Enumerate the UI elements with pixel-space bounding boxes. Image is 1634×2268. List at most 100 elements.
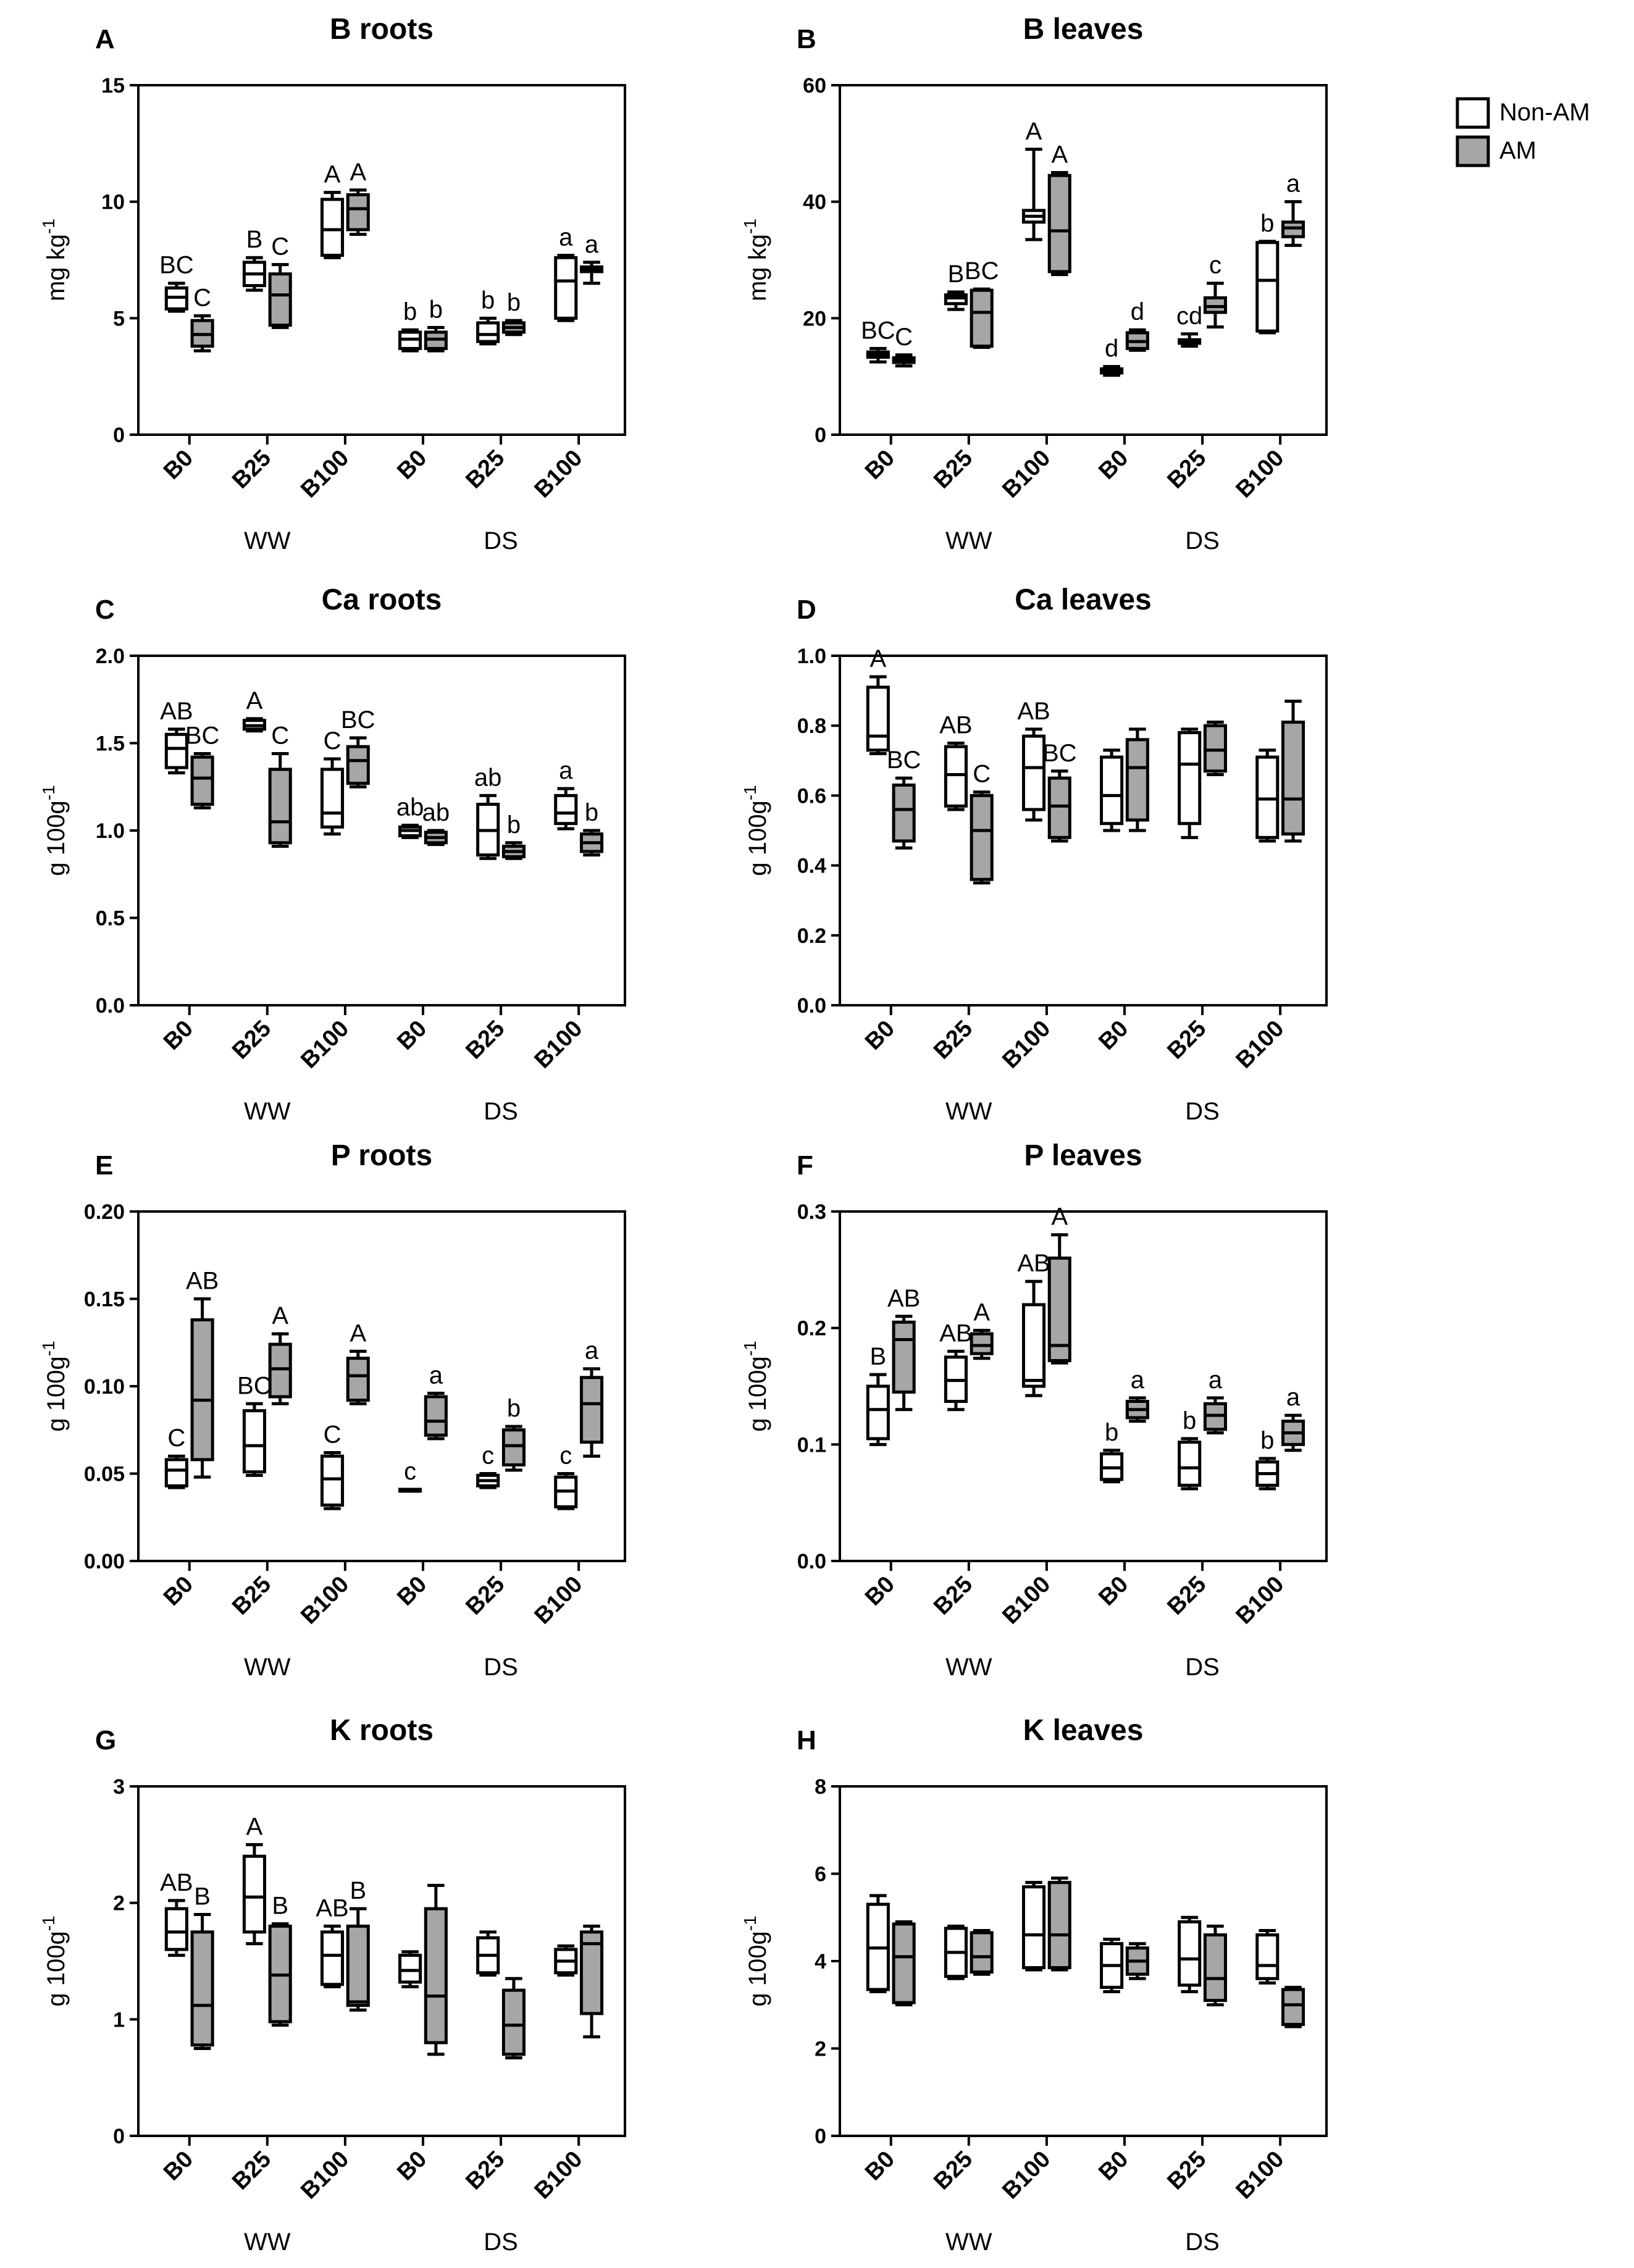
box-iqr — [346, 745, 370, 785]
panel-c-box-non-am: AB — [160, 698, 193, 775]
panel-c-group-label: WW — [244, 1098, 291, 1125]
panel-d-ytick-label: 0.6 — [797, 784, 826, 808]
panel-h-box-non-am — [1178, 1915, 1202, 1994]
panel-c-ytick-label: 2.0 — [96, 645, 125, 668]
panel-f-box-am: A — [970, 1299, 994, 1360]
panel-f-category-label: B25 — [929, 1571, 978, 1620]
panel-e-box-am: AB — [186, 1268, 219, 1479]
panel-e-group-label: WW — [244, 1654, 291, 1681]
panel-c-box-non-am: C — [320, 727, 345, 836]
panel-e-ytick-label: 0.10 — [84, 1375, 125, 1399]
legend-label-non-am: Non-AM — [1499, 99, 1590, 126]
panel-a-category-label: B0 — [392, 445, 432, 485]
panel-b-ylabel-sup: -1 — [740, 219, 760, 234]
significance-label: a — [559, 224, 573, 251]
panel-b-box-non-am: b — [1255, 210, 1280, 335]
panel-d-ytick-label: 1.0 — [797, 645, 826, 668]
significance-label: d — [1105, 335, 1118, 362]
panel-h-ylabel-main: g 100g — [744, 1931, 771, 2006]
panel-c-box-am: b — [501, 811, 526, 860]
significance-label: B — [246, 226, 263, 253]
panel-c-box-non-am: A — [242, 687, 266, 733]
box-iqr — [1047, 1256, 1071, 1362]
panel-b-category-label: B25 — [1162, 445, 1211, 494]
box-iqr — [944, 745, 968, 808]
box-iqr — [1021, 1303, 1046, 1388]
panel-f-box-non-am: b — [1178, 1407, 1202, 1491]
panel-e-ytick-label: 0.20 — [84, 1200, 125, 1224]
significance-label: A — [272, 1302, 288, 1329]
box-iqr — [268, 1342, 292, 1399]
panel-a-ytick-label: 15 — [101, 74, 125, 98]
panel-f-ytick-label: 0.3 — [797, 1200, 826, 1224]
panel-a-ylabel-sup: -1 — [39, 219, 58, 234]
panel-d-category-label: B0 — [860, 1016, 900, 1055]
box-iqr — [1178, 1920, 1202, 1987]
panel-a-ytick-label: 5 — [113, 307, 125, 330]
panel-e-ytick-label: 0.00 — [84, 1550, 125, 1573]
significance-label: b — [585, 799, 598, 826]
significance-label: A — [1051, 141, 1068, 169]
significance-label: c — [404, 1458, 416, 1485]
box-iqr — [242, 1854, 266, 1934]
significance-label: A — [1051, 1203, 1068, 1231]
panel-h-box-am — [1125, 1942, 1149, 1980]
panel-g-ylabel-sup: -1 — [39, 1915, 58, 1931]
significance-label: a — [585, 231, 599, 258]
panel-g-category-label: B25 — [227, 2146, 276, 2195]
box-iqr — [398, 1954, 422, 1984]
panel-g-letter: G — [95, 1725, 116, 1755]
panel-b-ylabel-main: mg kg — [744, 234, 771, 301]
panel-f-box-non-am: AB — [939, 1320, 973, 1412]
significance-label: b — [507, 811, 521, 839]
panel-g-box-am: B — [190, 1883, 214, 2050]
panel-c-axes-frame — [137, 655, 626, 1006]
significance-label: BC — [887, 747, 921, 774]
panel-h-ytick-label: 0 — [815, 2125, 826, 2148]
panel-d-box-non-am: A — [866, 645, 890, 755]
box-iqr — [970, 288, 994, 348]
panel-c-box-am: b — [579, 799, 604, 857]
significance-label: ab — [396, 794, 424, 821]
panel-f-box-am: A — [1047, 1203, 1071, 1365]
panel-e-ytick-label: 0.05 — [84, 1463, 125, 1486]
panel-b-box-non-am: A — [1021, 118, 1046, 241]
panel-a-box-non-am: A — [320, 161, 345, 259]
panel-h-ytick-label: 4 — [815, 1950, 826, 1973]
panel-g-box-non-am: A — [242, 1813, 266, 1946]
panel-f-ytick-label: 0.1 — [797, 1433, 826, 1457]
significance-label: b — [1260, 210, 1274, 237]
significance-label: BC — [185, 722, 220, 749]
panel-h-box-non-am — [1100, 1938, 1124, 1994]
box-iqr — [1047, 1881, 1071, 1970]
panel-c-category-label: B0 — [159, 1016, 198, 1055]
significance-label: C — [895, 324, 913, 351]
significance-label: AB — [316, 1894, 348, 1922]
panel-c-ytick-label: 0.5 — [96, 907, 125, 931]
significance-label: C — [324, 1421, 341, 1449]
panel-b-box-non-am: BC — [861, 317, 895, 364]
panel-e-box-non-am: c — [398, 1458, 422, 1493]
box-iqr — [1255, 1933, 1280, 1980]
panel-a-category-label: B25 — [227, 445, 276, 494]
panel-c-box-am: BC — [341, 706, 375, 789]
panel-h-ylabel-sup: -1 — [740, 1915, 760, 1931]
panel-h-box-am — [1047, 1877, 1071, 1972]
panel-e-letter: E — [95, 1150, 113, 1181]
panel-b-ytick-label: 0 — [815, 424, 826, 447]
panel-g-ylabel: g 100g-1 — [39, 1915, 70, 2006]
panel-f-category-label: B25 — [1162, 1571, 1211, 1620]
panel-e-category-label: B0 — [392, 1571, 432, 1611]
box-iqr — [1203, 1933, 1227, 2002]
legend-label-am: AM — [1499, 137, 1536, 164]
panel-b-box-am: c — [1203, 252, 1227, 328]
significance-label: c — [482, 1442, 494, 1470]
panel-d-ylabel-main: g 100g — [744, 800, 771, 876]
panel-f-box-non-am: B — [866, 1343, 890, 1446]
panel-e-box-am: a — [579, 1337, 604, 1458]
panel-f-box-am: a — [1281, 1384, 1305, 1452]
panel-d-letter: D — [797, 595, 816, 625]
